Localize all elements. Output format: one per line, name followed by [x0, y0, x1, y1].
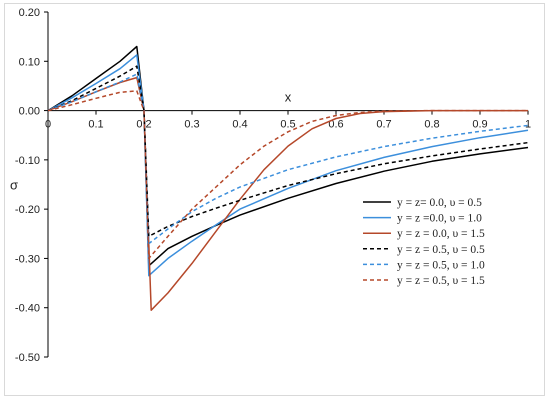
y-tick-label: -0.50 [15, 352, 40, 364]
x-tick-label: 0.5 [280, 119, 295, 131]
chart-frame [4, 3, 545, 396]
x-axis-label: x [285, 90, 292, 105]
legend-label-4: y = z = 0.5, υ = 0.5 [397, 244, 485, 256]
series-line-2 [47, 54, 529, 277]
series-line-5 [47, 73, 529, 245]
x-tick-label: 0.4 [232, 119, 247, 131]
x-tick-label: 0.8 [424, 119, 439, 131]
y-axis-label: σ [10, 178, 18, 193]
legend-label-3: y = z = 0.0, υ = 1.5 [397, 228, 485, 240]
series-line-4 [47, 65, 529, 238]
y-tick-label: 0.20 [19, 7, 40, 19]
x-tick-label: 0.3 [184, 119, 199, 131]
x-tick-label: 1 [525, 119, 531, 131]
x-tick-label: 0.6 [328, 119, 343, 131]
x-tick-label: 0 [45, 119, 51, 131]
y-tick-label: -0.30 [15, 253, 40, 265]
legend-label-1: y = z= 0.0, υ = 0.5 [397, 197, 482, 209]
legend-label-2: y = z =0.0, υ = 1.0 [397, 213, 482, 225]
series-line-1 [47, 45, 529, 267]
y-tick-label: -0.10 [15, 155, 40, 167]
series-line-3 [47, 76, 528, 311]
x-tick-label: 0.7 [376, 119, 391, 131]
y-tick-label: 0.00 [19, 106, 40, 118]
series-line-6 [47, 90, 528, 260]
y-tick-label: -0.20 [15, 204, 40, 216]
y-tick-label: 0.10 [19, 56, 40, 68]
x-tick-label: 0.1 [88, 119, 103, 131]
x-tick-label: 0.9 [472, 119, 487, 131]
legend-label-5: y = z = 0.5, υ = 1.0 [397, 259, 485, 271]
y-tick-label: -0.40 [15, 303, 40, 315]
legend-label-6: y = z = 0.5, υ = 1.5 [397, 275, 485, 287]
